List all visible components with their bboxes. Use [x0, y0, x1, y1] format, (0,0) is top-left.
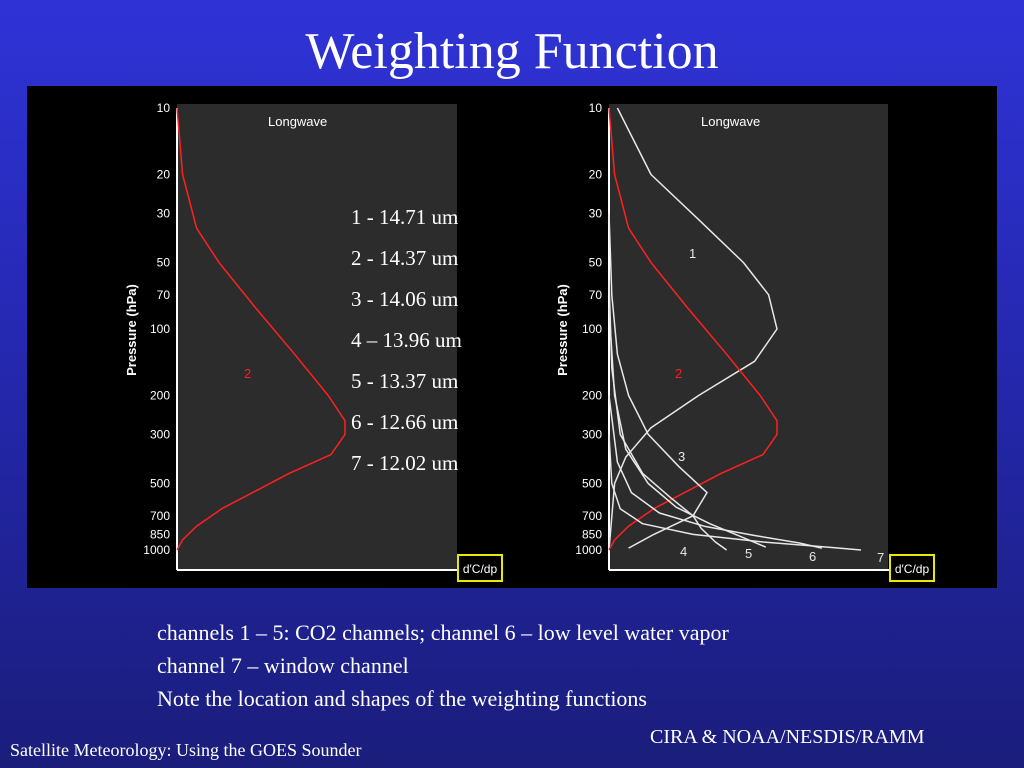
legend-item-6: 6 - 12.66 um — [351, 410, 459, 434]
series-line-1 — [608, 107, 778, 551]
series-label-3: 3 — [678, 449, 685, 464]
legend-item-7: 7 - 12.02 um — [351, 451, 459, 475]
y-tick-label: 200 — [582, 389, 602, 403]
y-tick-label: 50 — [157, 255, 171, 269]
y-tick-label: 700 — [150, 509, 170, 523]
series-line-6 — [608, 395, 822, 549]
y-tick-label: 1000 — [575, 543, 602, 557]
y-tick-label: 300 — [150, 427, 170, 441]
series-line-2 — [608, 107, 778, 551]
series-label-2: 2 — [244, 366, 251, 381]
series-label-4: 4 — [680, 544, 687, 559]
series-label-2: 2 — [675, 366, 682, 381]
caption-line-1: channels 1 – 5: CO2 channels; channel 6 … — [157, 620, 729, 645]
series-line-3 — [608, 213, 708, 549]
series-label-6: 6 — [809, 549, 816, 564]
slide-title: Weighting Function — [305, 23, 719, 80]
series-line-5 — [608, 307, 767, 548]
y-tick-label: 50 — [589, 255, 603, 269]
right-panel: 10 20 30 50 70 100 200 300 500 700 850 1000 Pressure… — [555, 101, 935, 582]
legend-item-1: 1 - 14.71 um — [351, 205, 459, 229]
legend-item-5: 5 - 13.37 um — [351, 369, 459, 393]
y-tick-label: 500 — [582, 476, 602, 490]
legend-item-3: 3 - 14.06 um — [351, 287, 459, 311]
series-label-5: 5 — [745, 546, 752, 561]
plot-area — [609, 104, 888, 570]
y-axis-label: Pressure (hPa) — [124, 284, 139, 376]
channel-legend: 1 - 14.71 um 2 - 14.37 um 3 - 14.06 um 4… — [351, 197, 462, 484]
legend-item-4: 4 – 13.96 um — [351, 328, 462, 352]
y-tick-label: 10 — [157, 101, 171, 115]
y-axis-label: Pressure (hPa) — [555, 284, 570, 376]
series-label-1: 1 — [689, 246, 696, 261]
y-tick-label: 100 — [150, 322, 170, 336]
y-tick-label: 700 — [582, 509, 602, 523]
unit-box — [457, 554, 503, 582]
y-tick-label: 200 — [150, 389, 170, 403]
footer-credit: CIRA & NOAA/NESDIS/RAMM — [650, 726, 925, 748]
caption-line-2: channel 7 – window channel — [157, 653, 409, 678]
x-unit-label: d′C/dp — [895, 562, 930, 576]
unit-box — [889, 554, 935, 582]
y-tick-label: 20 — [589, 168, 603, 182]
series-label-7: 7 — [877, 550, 884, 565]
legend-item-2: 2 - 14.37 um — [351, 246, 459, 270]
y-tick-label: 70 — [589, 288, 603, 302]
chart-title: Longwave — [701, 114, 760, 129]
caption-line-3: Note the location and shapes of the weig… — [157, 686, 647, 711]
plot-area — [177, 104, 457, 570]
x-unit-label: d′C/dp — [463, 562, 498, 576]
chart-title: Longwave — [268, 114, 327, 129]
y-tick-label: 300 — [582, 427, 602, 441]
left-panel: 10 20 30 50 70 100 200 300 500 700 850 1000 Pressure… — [124, 101, 503, 582]
y-tick-label: 100 — [582, 322, 602, 336]
series-line-2 — [176, 107, 346, 551]
y-tick-label: 30 — [589, 206, 603, 220]
caption: channels 1 – 5: CO2 channels; channel 6 … — [157, 616, 729, 715]
y-tick-label: 20 — [157, 168, 171, 182]
y-tick-label: 850 — [150, 527, 170, 541]
y-tick-label: 1000 — [143, 543, 170, 557]
y-tick-label: 500 — [150, 476, 170, 490]
y-tick-label: 10 — [589, 101, 603, 115]
y-tick-label: 850 — [582, 527, 602, 541]
y-tick-label: 70 — [157, 288, 171, 302]
y-tick-label: 30 — [157, 206, 171, 220]
series-line-7 — [608, 434, 862, 551]
footer-course-title: Satellite Meteorology: Using the GOES So… — [10, 740, 362, 760]
